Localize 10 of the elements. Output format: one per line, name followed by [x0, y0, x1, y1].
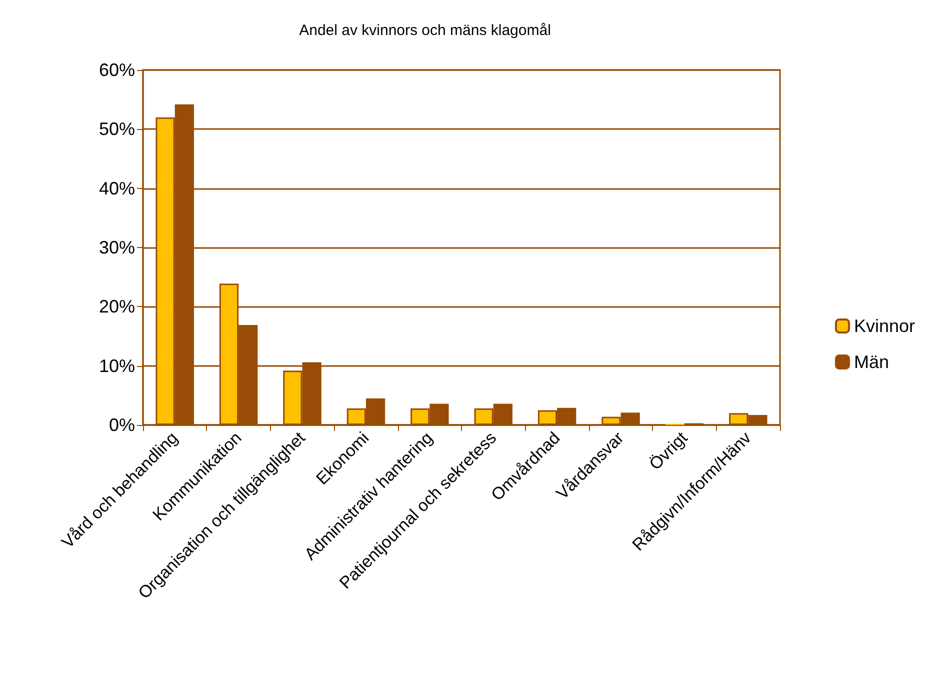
y-tick-label: 50% [98, 119, 135, 140]
legend-label: Män [854, 352, 889, 372]
y-tick-label: 20% [98, 296, 135, 317]
y-tick-label: 10% [98, 356, 135, 376]
y-tick-label: 60% [98, 60, 135, 80]
chart-title: Andel av kvinnors och mäns klagomål [299, 22, 551, 39]
legend-label: Kvinnor [854, 316, 916, 336]
y-tick-label: 30% [98, 238, 135, 258]
y-tick-label: 0% [108, 415, 135, 435]
y-tick-label: 40% [98, 178, 135, 198]
